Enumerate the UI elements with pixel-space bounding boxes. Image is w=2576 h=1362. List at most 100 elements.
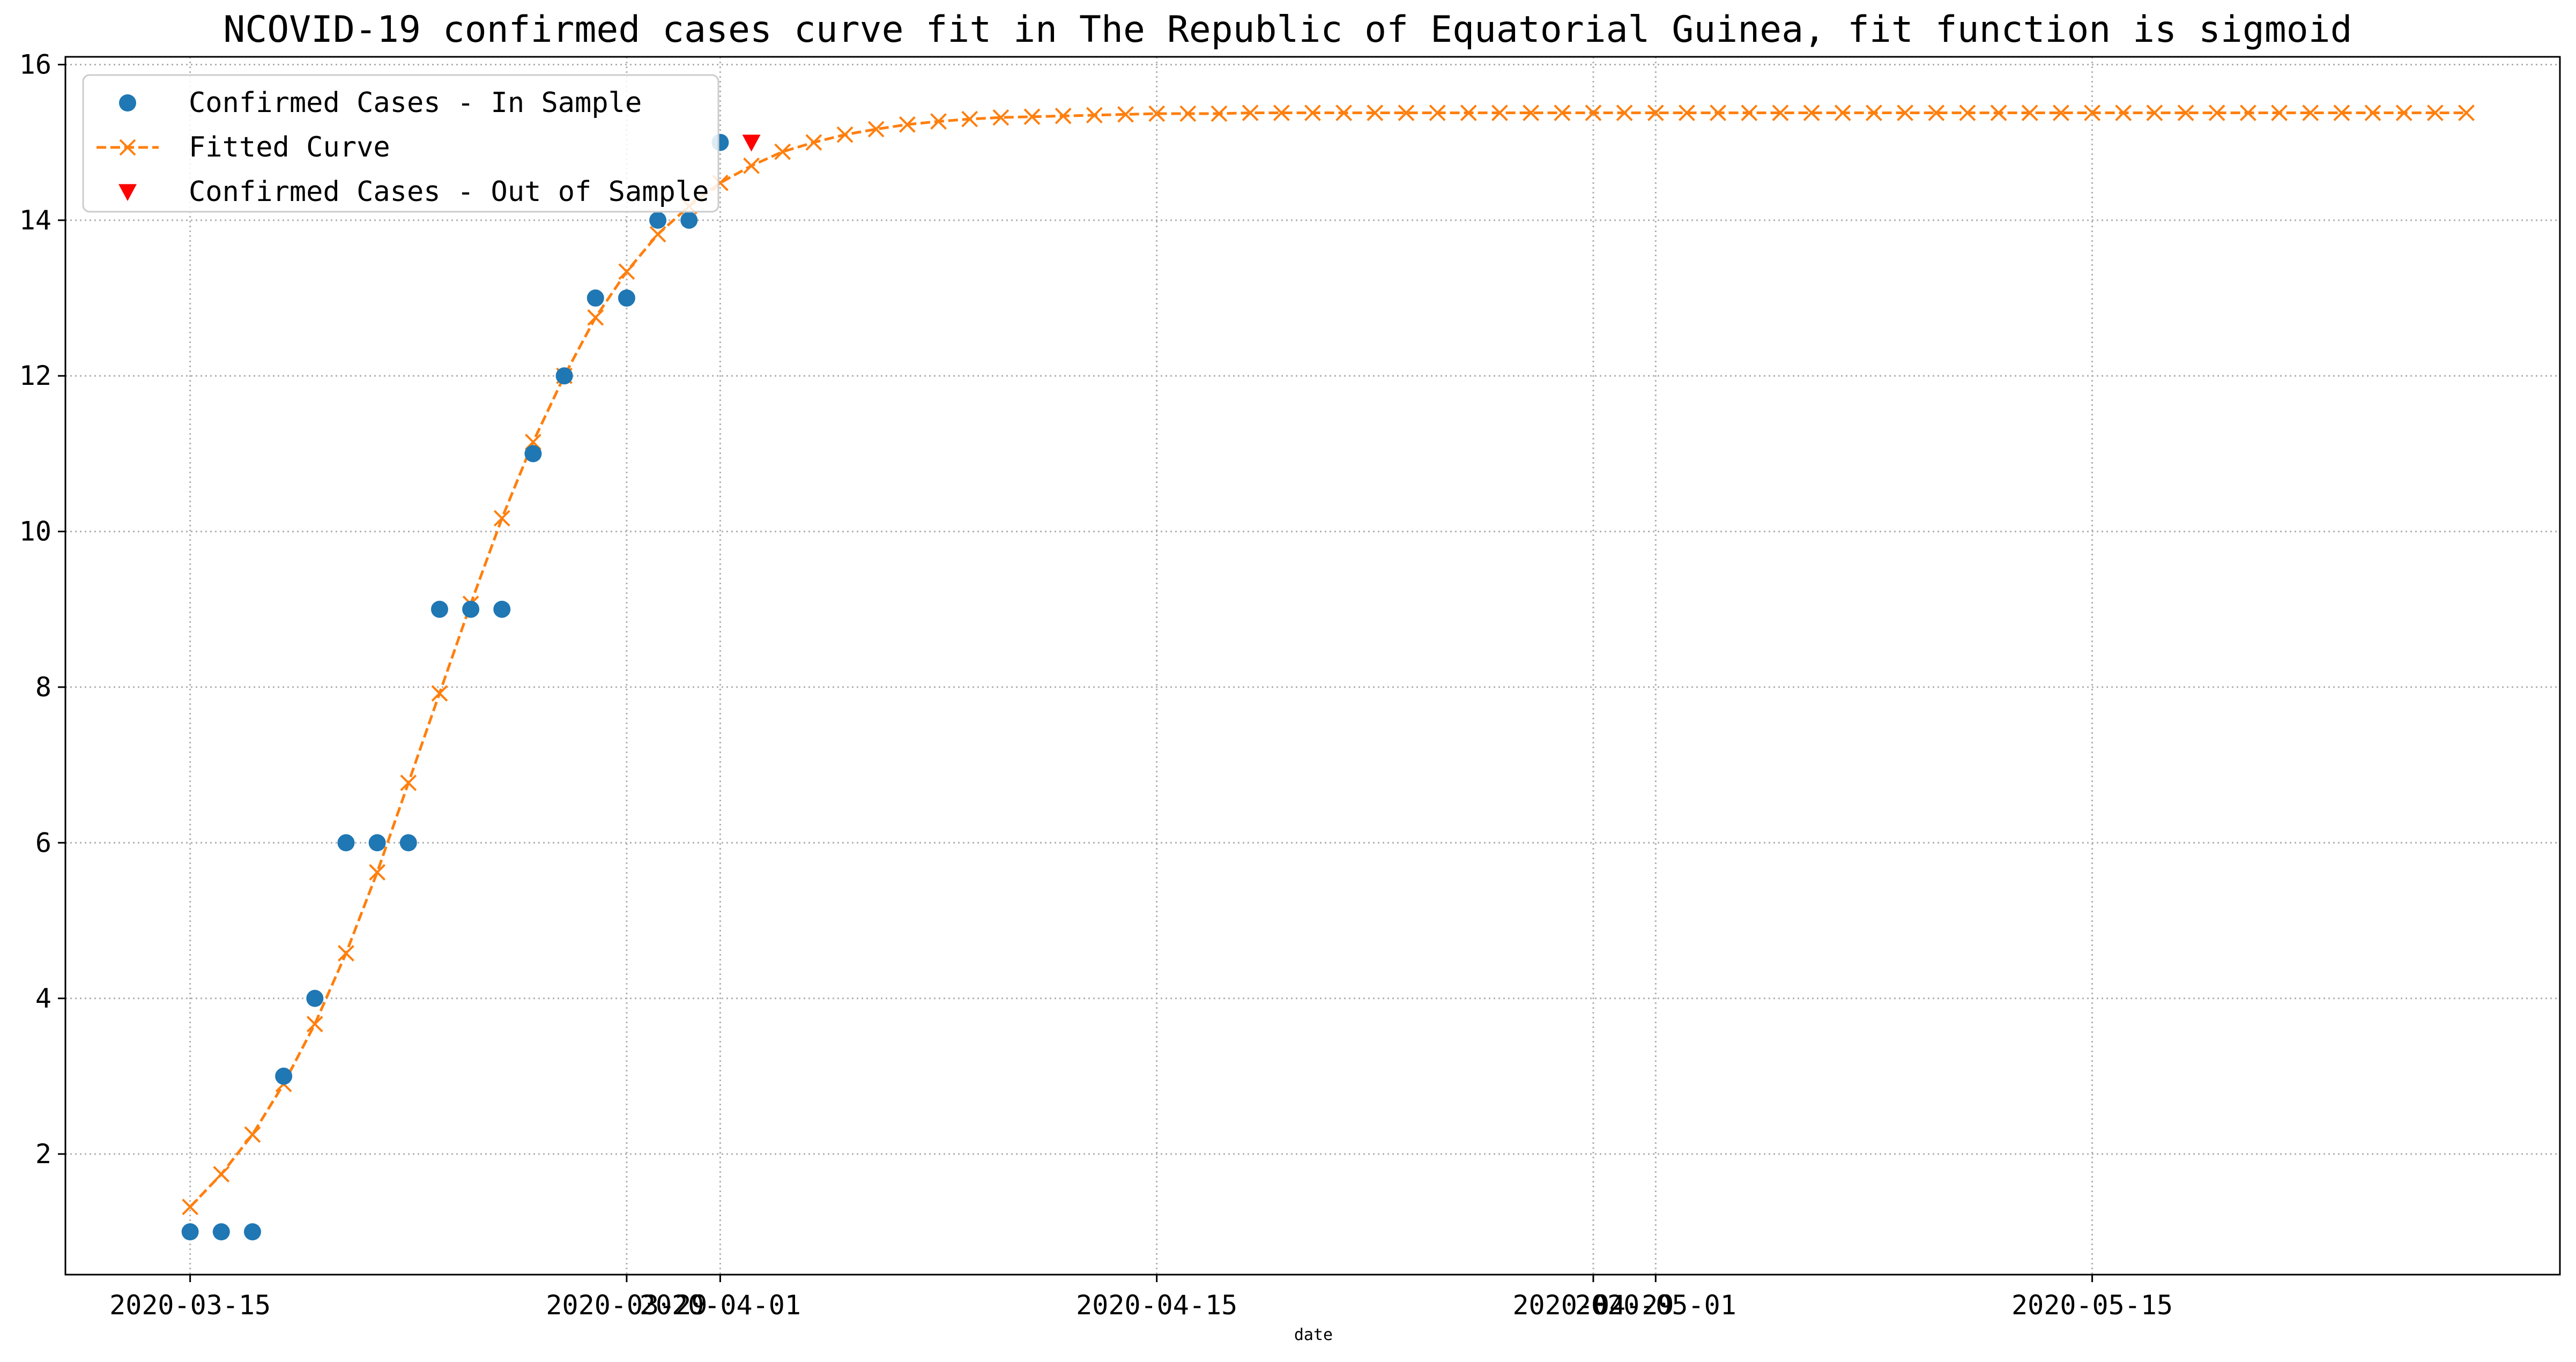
x-tick-label: 2020-03-15 — [109, 1290, 271, 1321]
legend-label: Confirmed Cases - Out of Sample — [189, 176, 709, 208]
fitted-curve-marker — [1335, 105, 1353, 121]
legend: Confirmed Cases - In Sample Fitted Curve C… — [82, 74, 719, 213]
fitted-curve-marker — [369, 864, 386, 881]
in-sample-point — [306, 989, 324, 1007]
fitted-curve-marker — [2052, 105, 2069, 121]
legend-box — [82, 74, 719, 213]
fitted-curve-marker — [618, 263, 635, 280]
x-tick-label: 2020-04-15 — [1076, 1290, 1237, 1321]
y-tick-label: 2 — [35, 1138, 51, 1170]
y-tick-label: 10 — [19, 516, 51, 547]
fitted-curve-marker — [1367, 105, 1384, 121]
grid — [65, 57, 2560, 1275]
fitted-curve-marker — [431, 685, 448, 702]
fitted-curve-marker — [1679, 105, 1695, 121]
fitted-curve-marker — [1273, 105, 1290, 121]
fitted-curve-marker — [1741, 105, 1758, 121]
x-axis-label: date — [1294, 1326, 1333, 1344]
in-sample-point — [337, 834, 355, 852]
fitted-curve-marker — [1211, 105, 1228, 122]
fitted-curve-marker — [836, 126, 853, 143]
fitted-curve-line — [189, 111, 2467, 1208]
y-tick-label: 14 — [19, 205, 51, 236]
plot-data — [181, 105, 2475, 1241]
in-sample-point — [587, 289, 604, 307]
fitted-curve-marker — [306, 1016, 323, 1032]
in-sample-point — [368, 834, 386, 852]
legend-label: Fitted Curve — [189, 131, 390, 163]
x-tick-label: 2020-04-29 — [1512, 1290, 1674, 1321]
y-tick-label: 16 — [19, 49, 51, 80]
fitted-curve-marker — [1117, 106, 1134, 123]
fitted-curve-marker — [1148, 105, 1165, 122]
fitted-curve-marker — [2146, 105, 2163, 121]
fitted-curve-marker — [961, 110, 978, 128]
fitted-curve-marker — [2084, 105, 2100, 121]
legend-marker-x — [119, 139, 136, 156]
fitted-curve-marker — [1928, 105, 1945, 121]
fitted-curve-marker — [1959, 105, 1976, 121]
fitted-curve-marker — [743, 157, 760, 174]
fitted-curve-marker — [1491, 105, 1508, 121]
y-tick-label: 6 — [35, 827, 51, 858]
x-tick-label: 2020-05-01 — [1575, 1290, 1736, 1321]
in-sample-point — [181, 1223, 199, 1241]
fitted-curve-marker — [805, 134, 822, 151]
fitted-curve-marker — [182, 1199, 199, 1216]
fitted-curve-marker — [1055, 107, 1072, 124]
fitted-curve-marker — [1523, 105, 1540, 121]
fitted-curve-marker — [2302, 105, 2319, 121]
fitted-curve-marker — [1429, 105, 1446, 121]
in-sample-point — [493, 600, 511, 618]
in-sample-point — [275, 1067, 293, 1085]
fitted-curve-marker — [899, 116, 916, 133]
legend-entry: Confirmed Cases - Out of Sample — [118, 176, 709, 208]
out-of-sample-point — [742, 135, 761, 152]
fitted-curve-marker — [1554, 105, 1571, 121]
in-sample-point — [399, 834, 417, 852]
legend-marker-circle — [119, 94, 136, 111]
y-tick-label: 12 — [19, 360, 51, 391]
in-sample-point — [462, 600, 480, 618]
in-sample-point — [680, 211, 698, 229]
fitted-curve-marker — [1772, 105, 1789, 121]
fitted-curve-marker — [2333, 105, 2350, 121]
fitted-curve-marker — [2395, 105, 2412, 121]
in-sample-point — [212, 1223, 230, 1241]
fitted-curve-marker — [1866, 105, 1882, 121]
fitted-curve-marker — [2239, 105, 2256, 121]
y-tick-label: 8 — [35, 672, 51, 703]
fitted-curve-marker — [1647, 105, 1664, 121]
fitted-curve-marker — [774, 143, 791, 160]
in-sample-point — [430, 600, 448, 618]
legend-label: Confirmed Cases - In Sample — [189, 87, 642, 119]
fitted-curve-marker — [1990, 105, 2007, 121]
fitted-curve-marker — [1398, 105, 1415, 121]
fitted-curve-marker — [1616, 105, 1633, 121]
legend-entry: Fitted Curve — [96, 131, 390, 163]
fitted-curve-marker — [244, 1126, 261, 1143]
fitted-curve-marker — [2364, 105, 2381, 121]
legend-marker-triangle — [118, 184, 137, 201]
fitted-curve-marker — [2177, 105, 2194, 121]
fitted-curve-marker — [2115, 105, 2132, 121]
fitted-curve-marker — [992, 109, 1009, 126]
x-tick-label: 2020-03-29 — [546, 1290, 707, 1321]
fitted-curve-marker — [1242, 105, 1259, 121]
fitted-curve-marker — [930, 113, 947, 130]
fitted-curve-marker — [1897, 105, 1914, 121]
in-sample-point — [555, 367, 573, 385]
fitted-curve-marker — [1460, 105, 1477, 121]
fitted-curve-marker — [2458, 105, 2475, 121]
fitted-curve-marker — [493, 510, 510, 527]
fitted-curve-marker — [1585, 105, 1602, 121]
chart-title: NCOVID-19 confirmed cases curve fit in T… — [223, 9, 2352, 51]
fitted-curve-marker — [867, 121, 885, 138]
fitted-curve-marker — [1304, 105, 1321, 121]
in-sample-point — [243, 1223, 261, 1241]
fitted-curve-marker — [587, 309, 604, 326]
fitted-curve-marker — [338, 945, 354, 962]
fitted-curve-marker — [2271, 105, 2288, 121]
in-sample-point — [618, 289, 635, 307]
